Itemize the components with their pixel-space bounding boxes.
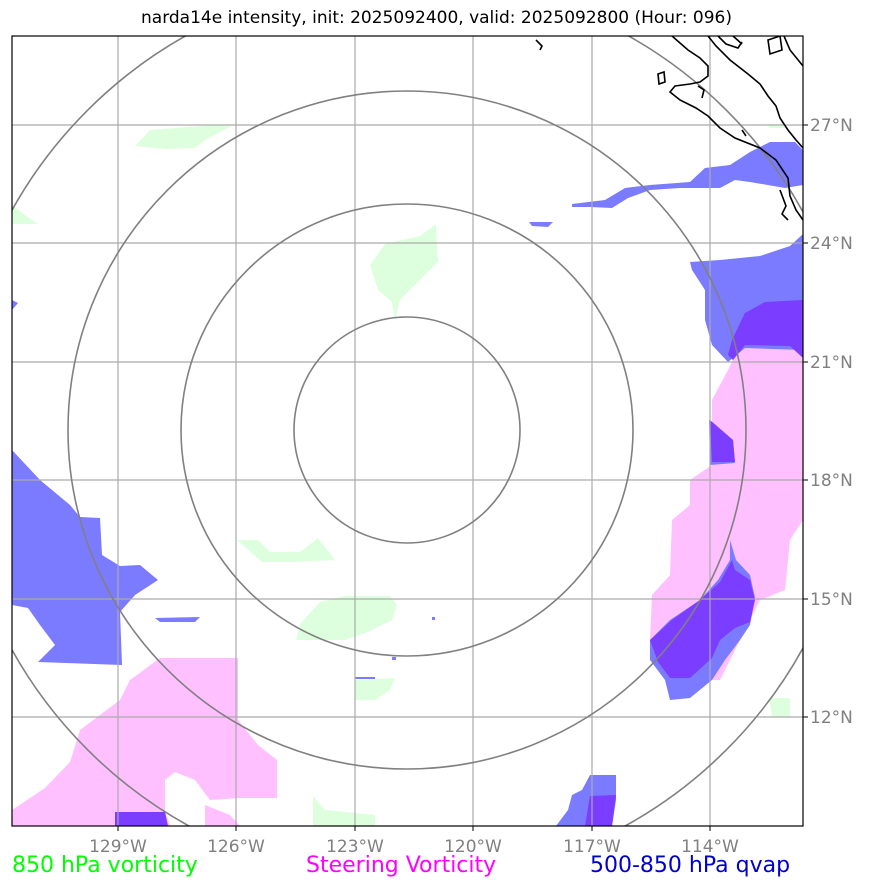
coastline (535, 36, 803, 221)
lat-label-24n: 24°N (810, 234, 853, 254)
lat-label-21n: 21°N (810, 353, 853, 373)
lon-label-114w: 114°W (681, 837, 739, 857)
range-ring-3 (67, 90, 747, 770)
tick-marks (117, 124, 808, 831)
steering-vorticity-areas (12, 345, 803, 826)
range-ring-1 (293, 316, 521, 544)
range-ring-2 (180, 203, 634, 657)
legend-steering-vorticity: Steering Vorticity (306, 853, 497, 878)
lon-label-117w: 117°W (563, 837, 621, 857)
map-frame (11, 35, 804, 827)
latitude-labels: 27°N 24°N 21°N 18°N 15°N 12°N (810, 116, 853, 728)
graticule (12, 36, 803, 826)
lat-label-27n: 27°N (810, 116, 853, 136)
overlap-areas (115, 300, 803, 826)
lat-label-12n: 12°N (810, 708, 853, 728)
lon-label-129w: 129°W (89, 837, 147, 857)
lat-label-15n: 15°N (810, 590, 853, 610)
lat-label-18n: 18°N (810, 471, 853, 491)
lon-label-126w: 126°W (207, 837, 265, 857)
map-title: narda14e intensity, init: 2025092400, va… (141, 8, 732, 28)
lon-label-123w: 123°W (326, 837, 384, 857)
longitude-labels: 129°W 126°W 123°W 120°W 117°W 114°W (89, 837, 739, 857)
legend-qvap: 500-850 hPa qvap (590, 853, 791, 878)
lon-label-120w: 120°W (444, 837, 502, 857)
range-rings (12, 36, 803, 826)
legend-850-vorticity: 850 hPa vorticity (12, 853, 198, 878)
